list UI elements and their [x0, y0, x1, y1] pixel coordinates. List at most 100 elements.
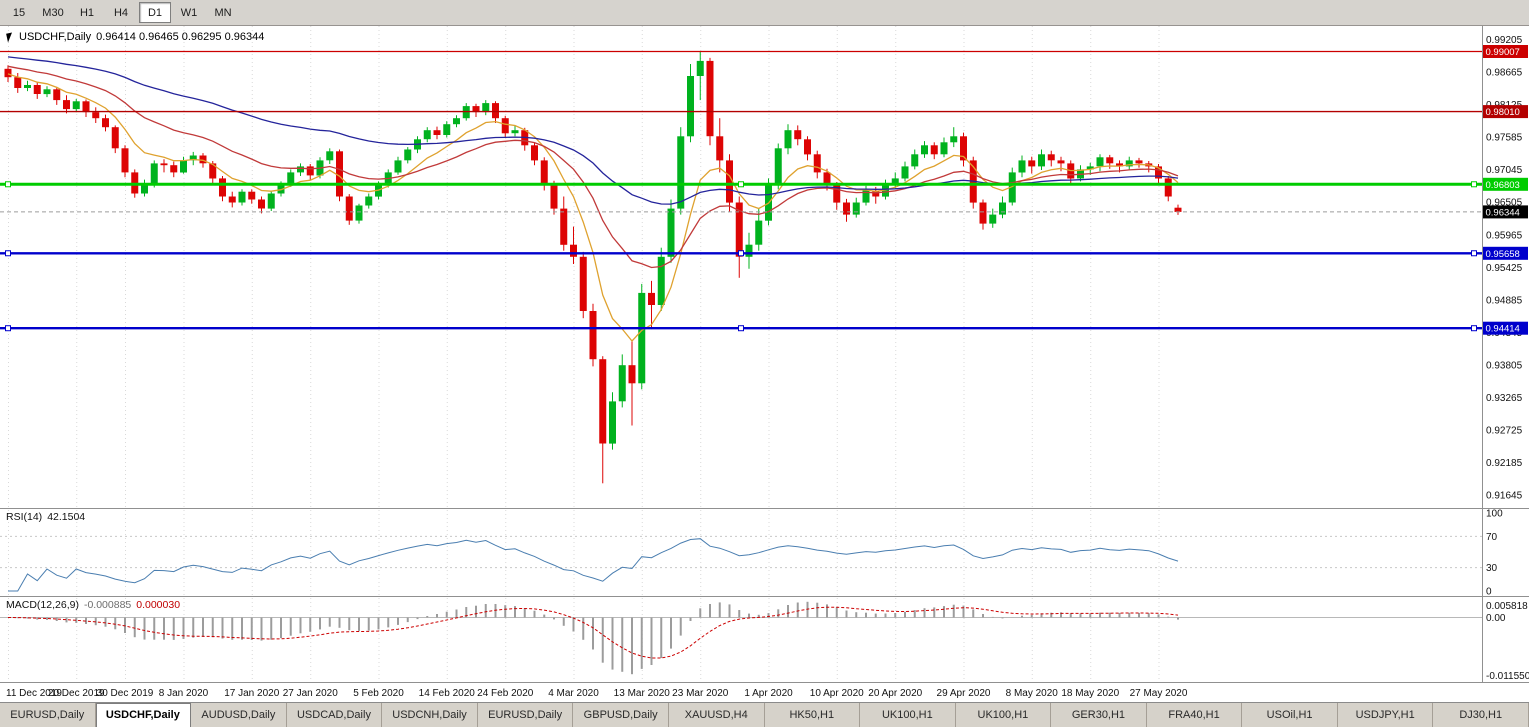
- svg-text:100: 100: [1486, 509, 1503, 520]
- rsi-header: RSI(14) 42.1504: [6, 511, 85, 523]
- date-tick-label: 20 Dec 2019: [48, 688, 105, 699]
- svg-text:0.96803: 0.96803: [1486, 180, 1520, 191]
- svg-text:0.95658: 0.95658: [1486, 249, 1520, 260]
- date-tick-label: 4 Mar 2020: [548, 688, 599, 699]
- chart-area: 0.992050.986650.981250.975850.970450.965…: [0, 26, 1529, 702]
- rsi-name-label: RSI(14): [6, 511, 43, 523]
- horizontal-level-lines[interactable]: [0, 50, 1482, 332]
- date-tick-label: 30 Dec 2019: [97, 688, 154, 699]
- macd-header: MACD(12,26,9) -0.000885 0.000030: [6, 599, 180, 611]
- macd-main-value: -0.000885: [83, 599, 132, 611]
- chart-tab[interactable]: XAUUSD,H4: [668, 703, 765, 727]
- chart-tab[interactable]: FRA40,H1: [1146, 703, 1243, 727]
- date-tick-label: 1 Apr 2020: [744, 688, 793, 699]
- date-tick-label: 17 Jan 2020: [224, 688, 279, 699]
- timeframe-button-mn[interactable]: MN: [214, 6, 232, 19]
- chart-tab[interactable]: USOil,H1: [1242, 703, 1338, 727]
- chart-tab[interactable]: GBPUSD,Daily: [573, 703, 669, 727]
- chart-tab[interactable]: AUDUSD,Daily: [191, 703, 287, 727]
- svg-text:0.94885: 0.94885: [1486, 295, 1523, 306]
- svg-text:0.91645: 0.91645: [1486, 491, 1523, 502]
- grid-lines: [8, 26, 1160, 682]
- svg-text:0.005818: 0.005818: [1486, 601, 1528, 612]
- chart-tab[interactable]: USDCNH,Daily: [382, 703, 478, 727]
- chart-tab[interactable]: GER30,H1: [1051, 703, 1147, 727]
- date-tick-label: 18 May 2020: [1061, 688, 1119, 699]
- chart-title: USDCHF,Daily 0.96414 0.96465 0.96295 0.9…: [6, 31, 265, 43]
- rsi-panel: 100 70 30 0: [0, 509, 1503, 598]
- chart-tab[interactable]: EURUSD,Daily: [477, 703, 574, 727]
- date-tick-label: 29 Apr 2020: [937, 688, 991, 699]
- chart-tab[interactable]: UK100,H1: [955, 703, 1052, 727]
- svg-text:0.94414: 0.94414: [1486, 324, 1520, 335]
- hline-handle[interactable]: [738, 250, 744, 257]
- date-tick-label: 23 Mar 2020: [672, 688, 729, 699]
- svg-text:0.96344: 0.96344: [1486, 207, 1520, 218]
- chart-canvas[interactable]: 0.992050.986650.981250.975850.970450.965…: [0, 26, 1529, 702]
- svg-text:0.95425: 0.95425: [1486, 263, 1523, 274]
- date-tick-label: 10 Apr 2020: [810, 688, 864, 699]
- svg-text:0.97585: 0.97585: [1486, 133, 1523, 144]
- hline-handle[interactable]: [738, 325, 744, 332]
- chart-symbol-period-label: USDCHF,Daily: [19, 31, 92, 43]
- hline-handle[interactable]: [5, 250, 11, 257]
- chart-tab[interactable]: UK100,H1: [860, 703, 956, 727]
- price-badge: 0.99007: [1483, 45, 1528, 58]
- chart-tabs-bar: EURUSD,Daily USDCHF,Daily AUDUSD,Daily USDC…: [0, 702, 1529, 727]
- svg-text:0.97045: 0.97045: [1486, 165, 1523, 176]
- svg-text:0.92185: 0.92185: [1486, 458, 1523, 469]
- timeframe-button-w1[interactable]: W1: [180, 6, 198, 19]
- chart-tab[interactable]: USDCHF,Daily: [95, 703, 192, 727]
- chart-tab[interactable]: EURUSD,Daily: [0, 703, 96, 727]
- timeframe-toolbar: 15 M30 H1 H4 D1 W1 MN: [0, 0, 1529, 26]
- svg-text:30: 30: [1486, 563, 1498, 574]
- svg-text:0.99007: 0.99007: [1486, 47, 1520, 58]
- svg-text:-0.011550: -0.011550: [1486, 671, 1529, 682]
- price-badge: 0.95658: [1483, 246, 1528, 260]
- price-axis[interactable]: 0.992050.986650.981250.975850.970450.965…: [1486, 35, 1523, 501]
- price-badge: 0.96344: [1483, 205, 1528, 219]
- timeframe-button-h4[interactable]: H4: [113, 6, 129, 19]
- panel-separators: [0, 26, 1529, 683]
- chart-tab[interactable]: DJ30,H1: [1433, 703, 1529, 727]
- hline-handle[interactable]: [5, 325, 11, 332]
- candles-layer: [4, 51, 1182, 484]
- date-tick-label: 5 Feb 2020: [353, 688, 404, 699]
- rsi-line: [8, 538, 1179, 592]
- macd-signal-line: [7, 606, 1179, 659]
- svg-text:0.93805: 0.93805: [1486, 360, 1523, 371]
- timeframe-button-m30[interactable]: M30: [42, 6, 64, 19]
- chart-tab[interactable]: USDCAD,Daily: [286, 703, 383, 727]
- chart-tab[interactable]: HK50,H1: [764, 703, 861, 727]
- svg-text:0.98010: 0.98010: [1486, 107, 1520, 118]
- macd-name-label: MACD(12,26,9): [6, 599, 79, 611]
- chart-tab[interactable]: USDJPY,H1: [1337, 703, 1434, 727]
- date-tick-label: 27 May 2020: [1130, 688, 1188, 699]
- price-badge: 0.96803: [1483, 177, 1528, 191]
- date-tick-label: 27 Jan 2020: [283, 688, 338, 699]
- hline-handle[interactable]: [1471, 250, 1477, 257]
- price-badge: 0.94414: [1483, 321, 1528, 335]
- timeframe-button-d1[interactable]: D1: [139, 2, 171, 23]
- price-badge: 0.98010: [1483, 105, 1528, 119]
- date-tick-label: 8 May 2020: [1006, 688, 1059, 699]
- svg-text:0.99205: 0.99205: [1486, 35, 1523, 46]
- date-tick-label: 11 Dec 2019: [6, 688, 62, 699]
- ma-line-ema55: [7, 56, 1179, 205]
- ma-line-ema21: [7, 65, 1179, 269]
- svg-text:0.98665: 0.98665: [1486, 68, 1523, 79]
- hline-handle[interactable]: [738, 181, 744, 188]
- date-tick-label: 20 Apr 2020: [868, 688, 922, 699]
- hline-handle[interactable]: [1471, 181, 1477, 188]
- timeframe-button-15[interactable]: 15: [12, 6, 26, 19]
- timeframe-button-h1[interactable]: H1: [79, 6, 95, 19]
- rsi-value-label: 42.1504: [47, 511, 86, 523]
- svg-text:0.95965: 0.95965: [1486, 230, 1523, 241]
- svg-text:0: 0: [1486, 587, 1492, 598]
- chart-ohlc-values: 0.96414 0.96465 0.96295 0.96344: [96, 31, 265, 43]
- hline-handle[interactable]: [1471, 325, 1477, 332]
- svg-text:0.93265: 0.93265: [1486, 393, 1523, 404]
- hline-handle[interactable]: [5, 181, 11, 188]
